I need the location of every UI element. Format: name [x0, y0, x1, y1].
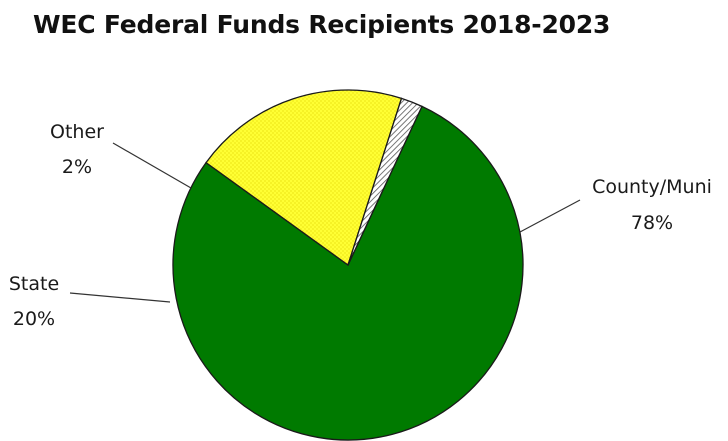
slice-label-county-muni: County/Muni: [592, 176, 712, 198]
leader-line-other: [112, 142, 192, 189]
chart-title: WEC Federal Funds Recipients 2018-2023: [33, 10, 611, 39]
pie-slice-county-muni: [172, 105, 524, 441]
slice-value-other: 2%: [62, 156, 92, 178]
leader-line-state: [69, 292, 171, 303]
pie-slice-other: [347, 97, 423, 266]
slice-label-state: State: [9, 273, 59, 295]
slice-value-county-muni: 78%: [631, 212, 673, 234]
leader-line-county-muni: [519, 199, 581, 233]
slice-value-state: 20%: [13, 308, 55, 330]
pie-slice-state: [205, 89, 403, 267]
slice-label-other: Other: [50, 121, 104, 143]
